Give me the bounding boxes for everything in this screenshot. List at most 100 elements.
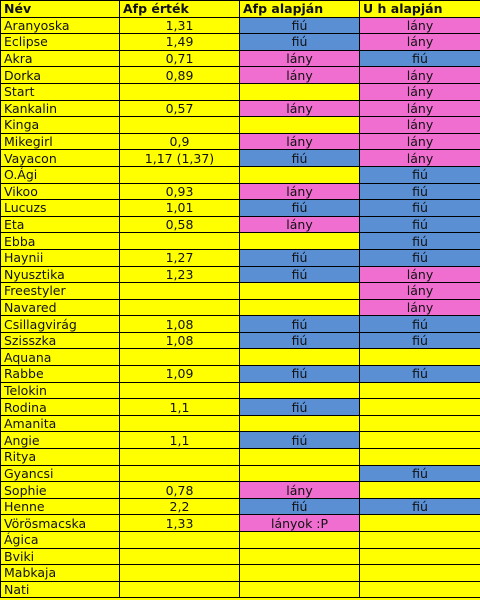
name-cell: Eta (0, 215, 120, 234)
afp-value-cell: 1,27 (119, 248, 240, 267)
uh-based-cell: lány (359, 265, 480, 284)
name-cell: Lucuzs (0, 199, 120, 217)
table-row: Vayacon 1,17 (1,37) fiú lány (0, 149, 480, 167)
afp-based-cell: fiú (239, 497, 360, 516)
header-row: Név Afp érték Afp alapján U h alapján (0, 0, 480, 18)
uh-based-cell: lány (359, 66, 480, 84)
afp-based-cell (239, 414, 360, 433)
afp-based-cell: fiú (239, 16, 360, 35)
header-afp-value: Afp érték (119, 0, 240, 18)
afp-value-cell: 1,08 (119, 331, 240, 350)
afp-value-cell (119, 298, 240, 317)
name-cell: Gyancsi (0, 464, 120, 483)
uh-based-cell (359, 547, 480, 566)
afp-based-cell (239, 232, 360, 250)
name-cell: Bviki (0, 547, 120, 566)
header-uh-based: U h alapján (359, 0, 480, 18)
name-cell: Start (0, 82, 120, 101)
afp-based-cell (239, 165, 360, 184)
afp-value-cell: 2,2 (119, 497, 240, 516)
afp-value-cell (119, 348, 240, 367)
uh-based-cell (359, 381, 480, 400)
name-cell: Freestyler (0, 282, 120, 300)
name-cell: Ágica (0, 531, 120, 549)
uh-based-cell: fiú (359, 182, 480, 201)
name-cell: O.Ági (0, 165, 120, 184)
name-cell: Nyusztika (0, 265, 120, 284)
name-cell: Akra (0, 49, 120, 68)
table-row: Vörösmacska 1,33 lányok :P (0, 514, 480, 532)
name-cell: Navared (0, 298, 120, 317)
afp-value-cell (119, 580, 240, 599)
afp-based-cell: fiú (239, 398, 360, 416)
uh-based-cell: fiú (359, 165, 480, 184)
table-row: Akra 0,71 lány fiú (0, 49, 480, 68)
afp-based-cell: lány (239, 99, 360, 118)
name-cell: Szisszka (0, 331, 120, 350)
afp-based-cell (239, 348, 360, 367)
afp-value-cell: 1,17 (1,37) (119, 149, 240, 167)
table-row: Szisszka 1,08 fiú fiú (0, 331, 480, 350)
afp-value-cell (119, 448, 240, 466)
afp-value-cell: 1,31 (119, 16, 240, 35)
table-row: Henne 2,2 fiú fiú (0, 497, 480, 516)
name-cell: Ebba (0, 232, 120, 250)
afp-based-cell: fiú (239, 149, 360, 167)
uh-based-cell: fiú (359, 215, 480, 234)
uh-based-cell: lány (359, 99, 480, 118)
uh-based-cell: lány (359, 132, 480, 151)
table-row: Eta 0,58 lány fiú (0, 215, 480, 234)
afp-value-cell (119, 165, 240, 184)
afp-value-cell: 1,1 (119, 398, 240, 416)
afp-value-cell: 0,78 (119, 481, 240, 499)
name-cell: Rabbe (0, 365, 120, 383)
table-row: Ritya (0, 448, 480, 466)
afp-value-cell: 0,9 (119, 132, 240, 151)
uh-based-cell: fiú (359, 464, 480, 483)
uh-based-cell: fiú (359, 497, 480, 516)
name-cell: Angie (0, 431, 120, 450)
afp-based-cell: fiú (239, 199, 360, 217)
afp-based-cell (239, 580, 360, 599)
afp-based-cell: fiú (239, 265, 360, 284)
afp-based-cell: fiú (239, 248, 360, 267)
name-cell: Haynii (0, 248, 120, 267)
uh-based-cell (359, 564, 480, 582)
uh-based-cell: fiú (359, 365, 480, 383)
afp-based-cell: lány (239, 182, 360, 201)
table-row: Haynii 1,27 fiú fiú (0, 248, 480, 267)
header-name: Név (0, 0, 120, 18)
afp-value-cell (119, 282, 240, 300)
afp-based-cell (239, 116, 360, 134)
name-cell: Kinga (0, 116, 120, 134)
uh-based-cell (359, 514, 480, 532)
uh-based-cell: lány (359, 16, 480, 35)
afp-based-cell: fiú (239, 431, 360, 450)
afp-value-cell: 1,49 (119, 33, 240, 51)
afp-value-cell: 0,93 (119, 182, 240, 201)
uh-based-cell (359, 348, 480, 367)
afp-based-cell (239, 448, 360, 466)
table-row: Nati (0, 580, 480, 599)
table-row: Rabbe 1,09 fiú fiú (0, 365, 480, 383)
uh-based-cell (359, 414, 480, 433)
name-cell: Amanita (0, 414, 120, 433)
table-row: Lucuzs 1,01 fiú fiú (0, 199, 480, 217)
afp-value-cell (119, 381, 240, 400)
table-row: Aquana (0, 348, 480, 367)
afp-based-cell (239, 282, 360, 300)
table-row: O.Ági fiú (0, 165, 480, 184)
name-cell: Mikegirl (0, 132, 120, 151)
table-row: Ágica (0, 531, 480, 549)
name-cell: Henne (0, 497, 120, 516)
uh-based-cell: fiú (359, 199, 480, 217)
table-row: Ebba fiú (0, 232, 480, 250)
uh-based-cell: lány (359, 298, 480, 317)
table-row: Angie 1,1 fiú (0, 431, 480, 450)
uh-based-cell: lány (359, 33, 480, 51)
table-row: Csillagvirág 1,08 fiú fiú (0, 315, 480, 333)
uh-based-cell: lány (359, 82, 480, 101)
table-row: Freestyler lány (0, 282, 480, 300)
name-cell: Csillagvirág (0, 315, 120, 333)
afp-value-cell: 1,08 (119, 315, 240, 333)
